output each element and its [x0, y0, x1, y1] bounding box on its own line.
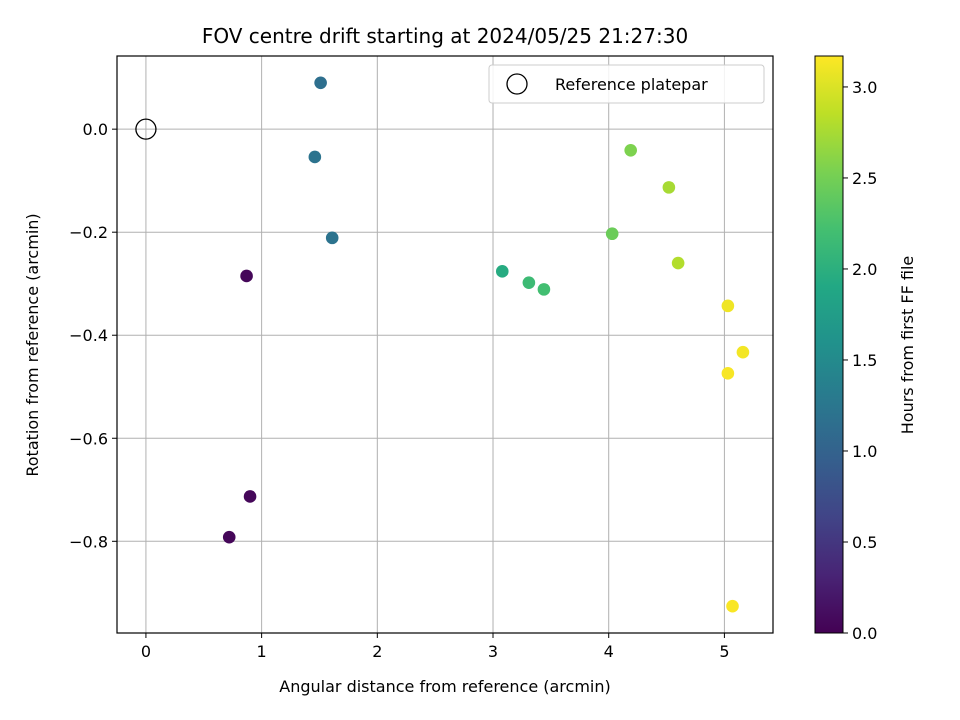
scatter-point — [222, 530, 236, 544]
scatter-point — [662, 181, 676, 194]
y-tick-label: −0.8 — [69, 532, 108, 551]
colorbar-tick-label: 3.0 — [852, 78, 877, 97]
x-tick-label: 2 — [372, 642, 382, 661]
scatter-point — [726, 599, 739, 613]
legend-box — [488, 64, 765, 104]
colorbar-title: Hours from first FF file — [898, 256, 917, 435]
scatter-point — [671, 256, 685, 270]
grid — [117, 56, 773, 633]
x-tick-label: 0 — [141, 642, 151, 661]
x-tick-label: 3 — [488, 642, 498, 661]
x-tick-label: 1 — [257, 642, 267, 661]
x-axis-title: Angular distance from reference (arcmin) — [279, 677, 610, 696]
x-tick-label: 5 — [719, 642, 729, 661]
y-tick-label: 0.0 — [83, 120, 108, 139]
axis-ticks: 0 1 2 3 4 5 0.0 −0.2 −0.4 −0.6 −0.8 — [69, 120, 729, 661]
y-axis-title: Rotation from reference (arcmin) — [23, 213, 42, 476]
chart-title: FOV centre drift starting at 2024/05/25 … — [202, 24, 688, 48]
data-points — [135, 76, 750, 613]
plot-frame — [116, 55, 774, 634]
y-tick-label: −0.4 — [69, 326, 108, 345]
scatter-point — [736, 345, 750, 359]
scatter-point — [314, 76, 327, 90]
scatter-point — [243, 490, 257, 503]
colorbar-tick-label: 1.5 — [852, 351, 877, 370]
scatter-point — [495, 265, 509, 278]
colorbar-tick-label: 2.0 — [852, 260, 877, 279]
legend-label-reference-platepar: Reference platepar — [555, 75, 708, 94]
colorbar — [814, 55, 844, 634]
x-tick-label: 4 — [604, 642, 614, 661]
y-tick-label: −0.2 — [69, 223, 108, 242]
scatter-point — [721, 367, 735, 380]
reference-platepar-marker — [135, 118, 157, 140]
scatter-point — [605, 227, 619, 241]
scatter-point — [240, 269, 253, 283]
scatter-point — [624, 143, 637, 157]
legend-hollow-circle-marker — [506, 73, 528, 95]
colorbar-ticks: 0.0 0.5 1.0 1.5 2.0 2.5 3.0 — [843, 78, 877, 643]
legend: Reference platepar — [488, 64, 765, 104]
colorbar-tick-label: 0.5 — [852, 533, 877, 552]
scatter-point — [308, 150, 322, 164]
colorbar-tick-label: 0.0 — [852, 624, 877, 643]
scatter-point — [721, 299, 735, 313]
scatter-point — [522, 276, 536, 289]
scatter-point — [537, 283, 551, 296]
y-tick-label: −0.6 — [69, 429, 108, 448]
colorbar-tick-label: 1.0 — [852, 442, 877, 461]
colorbar-tick-label: 2.5 — [852, 169, 877, 188]
scatter-point — [325, 231, 339, 245]
